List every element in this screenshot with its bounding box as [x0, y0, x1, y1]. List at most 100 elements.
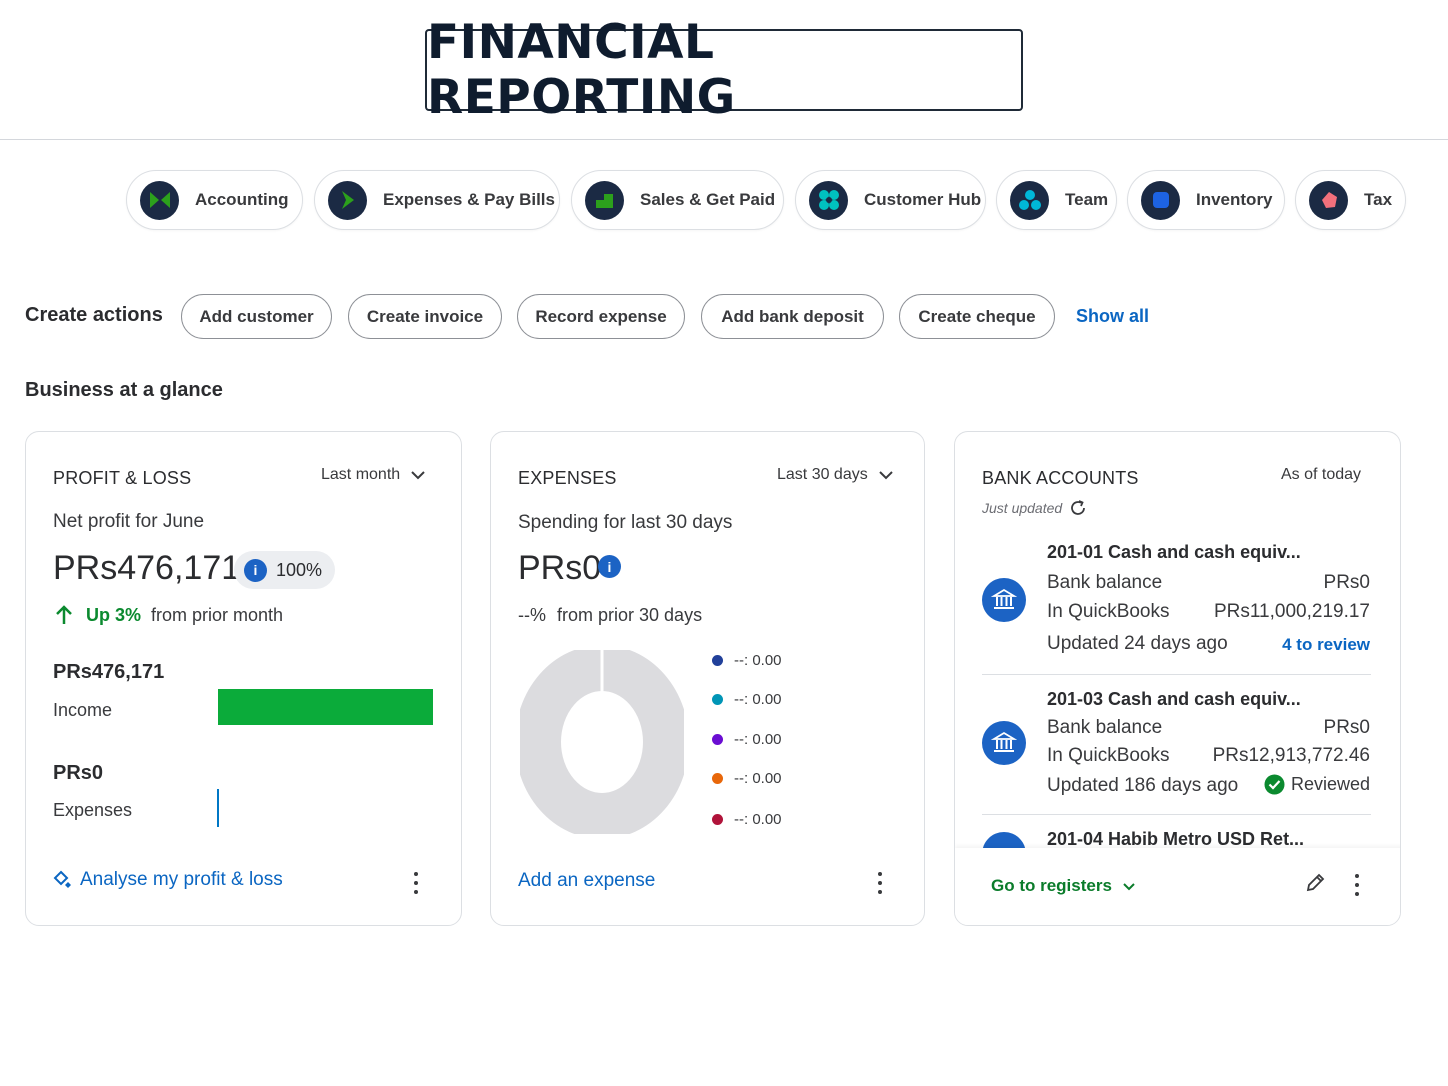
trend-text: from prior month: [151, 604, 284, 625]
legend-dot: [712, 734, 723, 745]
business-at-a-glance-heading: Business at a glance: [25, 379, 223, 401]
bank-balance-label: Bank balance: [1047, 717, 1163, 738]
app-pill-label: Accounting: [195, 190, 289, 209]
bank-accounts-title: BANK ACCOUNTS: [982, 468, 1139, 488]
inventory-icon: [1141, 180, 1180, 220]
percent-badge: i 100%: [234, 551, 335, 589]
to-review-link[interactable]: 4 to review: [1282, 635, 1370, 654]
profit-loss-title: PROFIT & LOSS: [53, 468, 192, 488]
chevron-down-icon: [1123, 882, 1135, 890]
expenses-amount: PRs0: [53, 762, 104, 784]
income-label: Income: [53, 700, 113, 720]
bank-account-name[interactable]: 201-01 Cash and cash equiv...: [1047, 542, 1301, 562]
more-options-icon[interactable]: [877, 872, 883, 894]
tax-icon: [1309, 180, 1348, 220]
info-icon[interactable]: i: [244, 558, 267, 582]
legend-label: --: 0.00: [734, 652, 782, 669]
app-pill-sales[interactable]: Sales & Get Paid: [571, 170, 784, 230]
analyse-link-label: Analyse my profit & loss: [80, 869, 283, 890]
quickbooks-label: In QuickBooks: [1047, 601, 1170, 622]
legend-label: --: 0.00: [734, 811, 782, 828]
check-circle-icon: [1264, 774, 1285, 795]
expenses-label: Expenses: [53, 800, 133, 820]
legend-label: --: 0.00: [734, 691, 782, 708]
legend-item: --: 0.00: [712, 691, 782, 708]
legend-item: --: 0.00: [712, 811, 782, 828]
app-pill-inventory[interactable]: Inventory: [1127, 170, 1285, 230]
app-pill-team[interactable]: Team: [996, 170, 1117, 230]
legend-label: --: 0.00: [734, 770, 782, 787]
period-label: Last 30 days: [777, 466, 868, 483]
app-pill-accounting[interactable]: Accounting: [126, 170, 303, 230]
income-bar[interactable]: [218, 689, 433, 725]
customer-hub-icon: [809, 180, 848, 220]
pencil-icon[interactable]: [1304, 872, 1326, 894]
legend-dot: [712, 773, 723, 784]
show-all-link[interactable]: Show all: [1076, 306, 1150, 326]
app-pill-label: Customer Hub: [864, 190, 982, 209]
refresh-icon[interactable]: [1069, 499, 1087, 517]
quickbooks-value: PRs12,913,772.46: [1212, 745, 1370, 766]
app-pill-label: Tax: [1364, 190, 1393, 209]
bank-accounts-card: BANK ACCOUNTS As of today Just updated 2…: [954, 431, 1401, 926]
change-value: --%: [518, 605, 546, 625]
info-icon[interactable]: i: [598, 555, 621, 578]
updated-text: Just updated: [982, 500, 1063, 516]
add-expense-link[interactable]: Add an expense: [518, 870, 656, 891]
arrow-up-icon: [56, 605, 72, 624]
row-divider: [982, 814, 1371, 815]
create-cheque-button[interactable]: Create cheque: [899, 294, 1055, 339]
more-options-icon[interactable]: [413, 872, 419, 894]
page-title: FINANCIAL REPORTING: [425, 15, 1023, 125]
net-profit-amount: PRs476,171: [53, 549, 241, 587]
bank-card-footer: [955, 848, 1400, 925]
analyse-profit-loss-link[interactable]: Analyse my profit & loss: [53, 869, 283, 891]
bank-icon: [982, 578, 1026, 622]
app-pill-label: Expenses & Pay Bills: [383, 190, 555, 209]
create-invoice-button[interactable]: Create invoice: [348, 294, 502, 339]
expenses-donut-chart[interactable]: [520, 650, 684, 834]
trend-value: Up 3%: [86, 604, 142, 625]
expenses-icon: [328, 180, 367, 220]
row-divider: [982, 674, 1371, 675]
add-bank-deposit-button[interactable]: Add bank deposit: [701, 294, 884, 339]
go-to-registers-dropdown[interactable]: Go to registers: [991, 876, 1136, 896]
more-options-icon[interactable]: [1354, 874, 1360, 896]
trend-row: Up 3% from prior month: [54, 604, 283, 626]
reviewed-label: Reviewed: [1290, 774, 1370, 794]
app-pill-label: Inventory: [1196, 190, 1273, 209]
legend-dot: [712, 814, 723, 825]
net-profit-subtitle: Net profit for June: [53, 511, 205, 532]
spending-subtitle: Spending for last 30 days: [518, 512, 733, 533]
sales-icon: [585, 180, 624, 220]
add-customer-button[interactable]: Add customer: [181, 294, 332, 339]
expenses-card: EXPENSES Last 30 days Spending for last …: [490, 431, 925, 926]
expenses-change-row: --% from prior 30 days: [518, 605, 702, 626]
sparkle-icon: [53, 870, 71, 888]
expenses-bar[interactable]: [217, 789, 219, 827]
quickbooks-label: In QuickBooks: [1047, 745, 1170, 766]
bank-balance-value: PRs0: [1323, 717, 1370, 738]
chevron-down-icon: [411, 471, 425, 480]
updated-label: Updated 186 days ago: [1047, 775, 1239, 796]
income-amount: PRs476,171: [53, 661, 165, 683]
legend-item: --: 0.00: [712, 731, 782, 748]
profit-loss-card: PROFIT & LOSS Last month Net profit for …: [25, 431, 462, 926]
app-pill-tax[interactable]: Tax: [1295, 170, 1406, 230]
app-pill-customer-hub[interactable]: Customer Hub: [795, 170, 986, 230]
updated-status: Just updated: [982, 499, 1087, 517]
accounting-icon: [140, 180, 179, 220]
legend-item: --: 0.00: [712, 652, 782, 669]
profit-loss-period-dropdown[interactable]: Last month: [321, 466, 426, 484]
legend-dot: [712, 655, 723, 666]
record-expense-button[interactable]: Record expense: [517, 294, 685, 339]
expenses-period-dropdown[interactable]: Last 30 days: [777, 466, 894, 484]
badge-value: 100%: [276, 559, 323, 580]
app-pill-expenses[interactable]: Expenses & Pay Bills: [314, 170, 560, 230]
bank-account-name[interactable]: 201-03 Cash and cash equiv...: [1047, 689, 1301, 709]
bank-icon: [982, 721, 1026, 765]
bank-account-name[interactable]: 201-04 Habib Metro USD Ret...: [1047, 829, 1305, 849]
go-to-registers-label: Go to registers: [991, 876, 1112, 895]
legend-item: --: 0.00: [712, 770, 782, 787]
app-pill-label: Sales & Get Paid: [640, 190, 776, 209]
